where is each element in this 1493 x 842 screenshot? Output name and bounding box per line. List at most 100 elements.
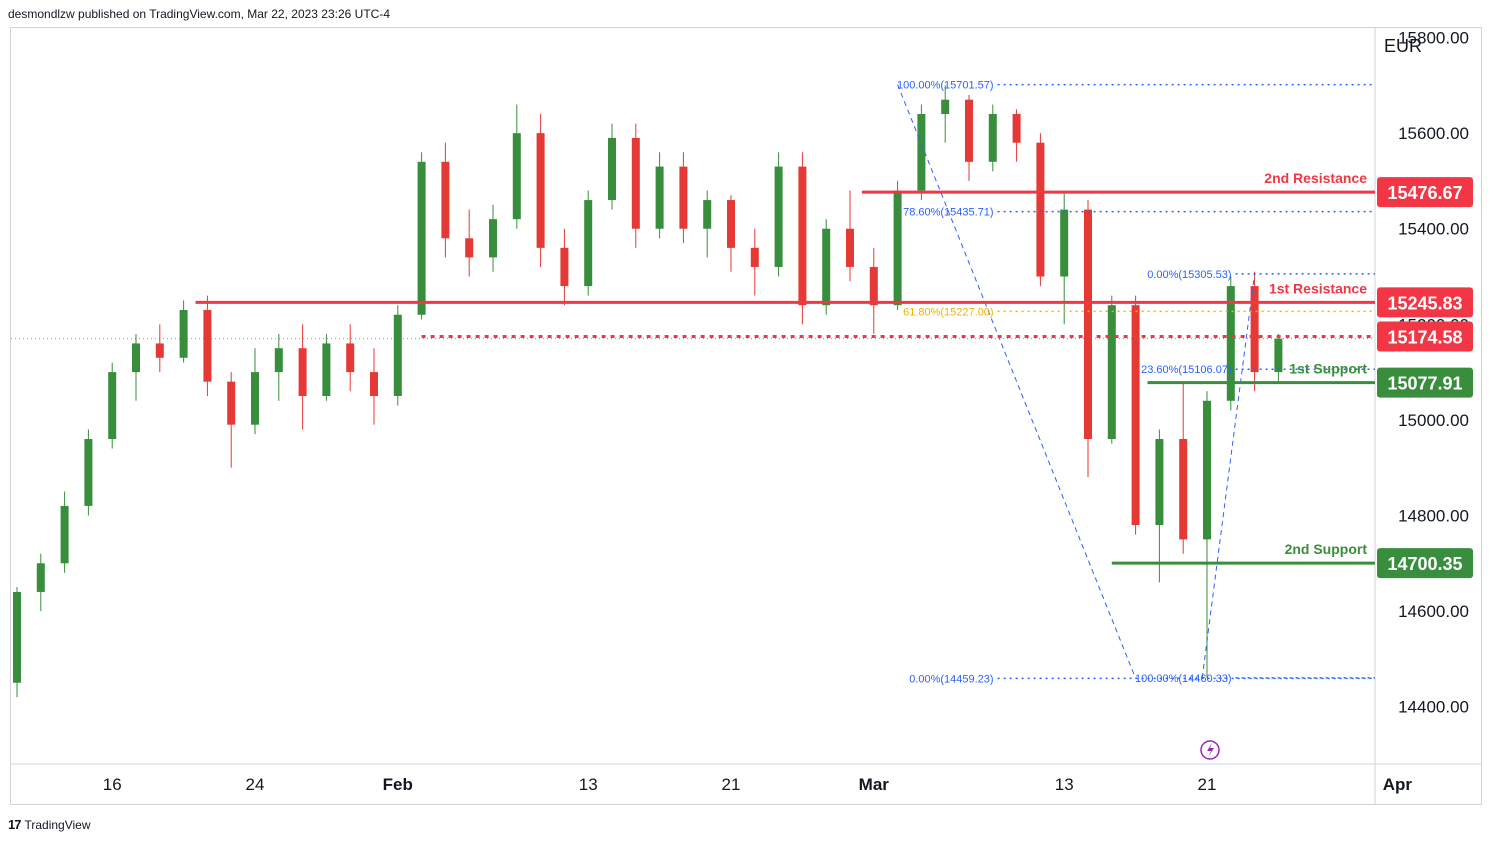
candle-body[interactable] bbox=[1203, 400, 1211, 540]
price-tag-label: 15245.83 bbox=[1387, 293, 1462, 313]
price-tick-label: 15000.00 bbox=[1398, 411, 1469, 430]
candle-body[interactable] bbox=[1084, 209, 1092, 440]
date-tick-label: 13 bbox=[579, 775, 598, 794]
date-tick-label: 21 bbox=[722, 775, 741, 794]
fib-level-label: 100.00%(14460.33) bbox=[1135, 673, 1232, 685]
price-tick-label: 15400.00 bbox=[1398, 220, 1469, 239]
date-tick-label: Mar bbox=[859, 775, 890, 794]
candle-body[interactable] bbox=[370, 372, 378, 396]
fib-level-label: 100.00%(15701.57) bbox=[897, 80, 994, 92]
candle-body[interactable] bbox=[822, 228, 831, 306]
candle-body[interactable] bbox=[917, 114, 926, 191]
fib-level-label: 0.00%(15305.53) bbox=[1147, 269, 1231, 281]
price-tag-box bbox=[1377, 321, 1473, 352]
chart-frame: 15800.0015600.0015400.0015200.0015000.00… bbox=[10, 27, 1482, 805]
candle-body[interactable] bbox=[441, 161, 450, 239]
tradingview-logo-icon: 17 bbox=[8, 817, 22, 832]
date-tick-label: 13 bbox=[1055, 775, 1074, 794]
candle-body[interactable] bbox=[631, 137, 640, 229]
candle-body[interactable] bbox=[1131, 305, 1140, 526]
candle-body[interactable] bbox=[846, 228, 854, 267]
price-tick-label: 14600.00 bbox=[1398, 602, 1469, 621]
candle-body[interactable] bbox=[655, 166, 664, 229]
price-tag-label: 14700.35 bbox=[1387, 554, 1462, 574]
price-chart[interactable]: 15800.0015600.0015400.0015200.0015000.00… bbox=[11, 28, 1481, 804]
candle-body[interactable] bbox=[203, 309, 212, 382]
candle-body[interactable] bbox=[60, 505, 69, 564]
price-tick-label: 14800.00 bbox=[1398, 506, 1469, 525]
candle-body[interactable] bbox=[703, 200, 712, 229]
price-tick-label: 15600.00 bbox=[1398, 124, 1469, 143]
candle-body[interactable] bbox=[941, 99, 950, 115]
price-tag-box bbox=[1377, 287, 1473, 318]
candle-body[interactable] bbox=[132, 343, 140, 373]
candle-body[interactable] bbox=[417, 161, 426, 315]
fib-trend-line bbox=[897, 84, 1137, 679]
support-level-label: 2nd Support bbox=[1285, 541, 1368, 557]
candle-body[interactable] bbox=[13, 591, 21, 683]
fib-level-label: 23.60%(15106.07) bbox=[1141, 364, 1232, 376]
candle-body[interactable] bbox=[1060, 209, 1069, 277]
candle-body[interactable] bbox=[988, 114, 997, 162]
candle-body[interactable] bbox=[1250, 286, 1259, 373]
candle-body[interactable] bbox=[750, 247, 759, 267]
price-tag-label: 15174.58 bbox=[1387, 327, 1462, 347]
date-tick-label: Feb bbox=[383, 775, 413, 794]
candle-body[interactable] bbox=[251, 372, 259, 425]
support-level-label: 1st Support bbox=[1289, 361, 1367, 377]
candle-body[interactable] bbox=[965, 99, 973, 162]
candle-body[interactable] bbox=[798, 166, 807, 306]
candle-body[interactable] bbox=[1226, 286, 1235, 401]
candle-body[interactable] bbox=[489, 219, 497, 258]
candle-body[interactable] bbox=[584, 200, 593, 287]
candle-body[interactable] bbox=[155, 343, 164, 358]
candle-body[interactable] bbox=[1155, 439, 1164, 526]
candle-body[interactable] bbox=[393, 314, 402, 396]
fib-trend-line bbox=[1201, 273, 1256, 678]
fib-level-label: 78.60%(15435.71) bbox=[903, 207, 994, 219]
publisher-header: desmondlzw published on TradingView.com,… bbox=[8, 7, 390, 21]
candle-body[interactable] bbox=[679, 166, 688, 229]
candle-body[interactable] bbox=[869, 266, 878, 306]
price-tick-label: 14400.00 bbox=[1398, 698, 1469, 717]
candle-body[interactable] bbox=[560, 247, 569, 287]
price-tag-label: 15476.67 bbox=[1387, 183, 1462, 203]
candle-body[interactable] bbox=[608, 137, 616, 201]
price-tag-box bbox=[1377, 548, 1473, 579]
resistance-level-label: 1st Resistance bbox=[1269, 280, 1367, 296]
candle-body[interactable] bbox=[727, 200, 735, 248]
candle-body[interactable] bbox=[1274, 338, 1283, 373]
candle-body[interactable] bbox=[298, 348, 307, 396]
lightning-bolt-icon bbox=[1207, 743, 1214, 757]
candle-body[interactable] bbox=[227, 381, 236, 425]
candle-body[interactable] bbox=[1012, 114, 1021, 143]
brand-name: TradingView bbox=[24, 817, 91, 832]
date-tick-label: 21 bbox=[1198, 775, 1217, 794]
date-tick-label: 16 bbox=[103, 775, 122, 794]
candle-body[interactable] bbox=[346, 343, 355, 373]
resistance-level-label: 2nd Resistance bbox=[1264, 170, 1367, 186]
candle-body[interactable] bbox=[774, 166, 783, 267]
candle-body[interactable] bbox=[1036, 142, 1045, 277]
price-tag-label: 15077.91 bbox=[1387, 374, 1462, 394]
date-tick-label: Apr bbox=[1383, 775, 1413, 794]
footer: 17 TradingView bbox=[8, 817, 91, 832]
candle-body[interactable] bbox=[179, 309, 188, 358]
candle-body[interactable] bbox=[1179, 439, 1188, 540]
candle-body[interactable] bbox=[893, 190, 902, 306]
candle-body[interactable] bbox=[274, 348, 283, 373]
candle-body[interactable] bbox=[1107, 305, 1116, 440]
candle-body[interactable] bbox=[108, 372, 117, 440]
candle-body[interactable] bbox=[512, 133, 521, 220]
currency-label: EUR bbox=[1384, 36, 1422, 56]
candle-body[interactable] bbox=[322, 343, 331, 396]
price-tag-box bbox=[1377, 177, 1473, 208]
candle-body[interactable] bbox=[536, 133, 545, 248]
date-tick-label: 24 bbox=[246, 775, 265, 794]
candle-body[interactable] bbox=[84, 439, 93, 506]
lightning-icon[interactable] bbox=[1200, 740, 1220, 760]
candle-body[interactable] bbox=[465, 238, 474, 258]
fib-level-label: 0.00%(14459.23) bbox=[909, 673, 993, 685]
fib-level-label: 61.80%(15227.00) bbox=[903, 306, 994, 318]
candle-body[interactable] bbox=[36, 563, 45, 592]
